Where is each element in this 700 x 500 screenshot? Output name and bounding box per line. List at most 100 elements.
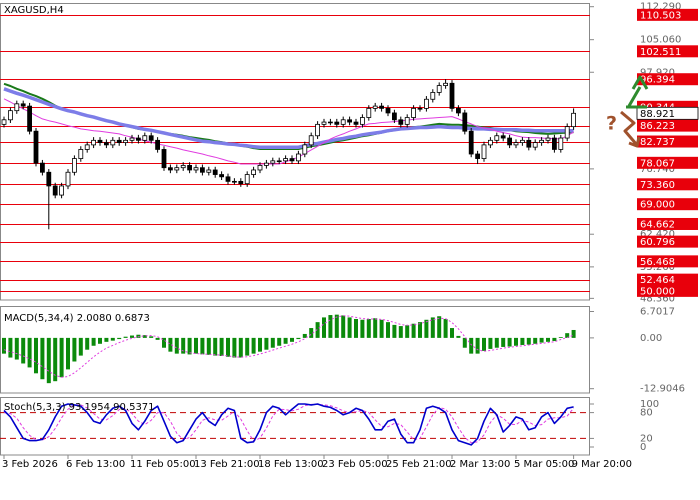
level-label: 64.662 xyxy=(640,219,675,230)
candle-body xyxy=(334,121,340,125)
candle-body xyxy=(494,135,500,141)
macd-bar xyxy=(117,337,122,340)
macd-bar xyxy=(507,337,512,347)
macd-bar xyxy=(40,337,45,380)
x-tick-label: 23 Feb 05:00 xyxy=(322,459,388,470)
macd-title: MACD(5,34,4) 2.0080 0.6873 xyxy=(4,313,150,324)
candle-body xyxy=(65,171,71,187)
macd-bar xyxy=(194,337,198,354)
macd-bar xyxy=(232,337,237,358)
macd-bar xyxy=(91,337,96,346)
candle-body xyxy=(238,180,244,185)
candle-body xyxy=(475,153,481,159)
candle-body xyxy=(212,169,218,175)
macd-bar xyxy=(155,337,160,340)
candle-body xyxy=(564,126,570,139)
y-tick-label: 0.00 xyxy=(640,333,662,344)
y-tick-label: 105.060 xyxy=(640,35,681,46)
level-label-box xyxy=(637,45,698,58)
macd-bar xyxy=(469,337,474,354)
macd-bar xyxy=(213,337,218,356)
x-tick-label: 9 Mar 20:00 xyxy=(572,459,632,470)
candle-body xyxy=(308,135,314,146)
y-tick-label: -12.9046 xyxy=(640,384,685,395)
macd-bar xyxy=(270,337,275,348)
candle-body xyxy=(391,112,397,121)
macd-bar xyxy=(450,328,454,338)
macd-bar xyxy=(354,318,358,338)
candle-body xyxy=(295,153,301,162)
candle-body xyxy=(500,135,506,139)
candle-body xyxy=(513,142,519,146)
candle-body xyxy=(539,139,544,144)
candle-body xyxy=(129,137,135,141)
y-tick-label: 0 xyxy=(640,442,646,453)
down-arrow xyxy=(620,110,641,148)
candle-body xyxy=(462,112,468,132)
candle-body xyxy=(417,107,423,110)
macd-bar xyxy=(59,337,64,378)
macd-bar xyxy=(264,337,269,350)
level-label-box xyxy=(637,135,698,148)
candle-body xyxy=(257,165,263,171)
stoch-plot xyxy=(0,403,590,446)
level-label: 73.360 xyxy=(640,180,675,191)
candle-body xyxy=(455,107,461,114)
candle-body xyxy=(91,139,96,146)
x-tick-label: 3 Feb 2026 xyxy=(2,459,58,470)
candle-body xyxy=(72,158,77,173)
candle-body xyxy=(315,123,321,137)
candle-body xyxy=(78,149,84,159)
current-price-box xyxy=(636,106,699,120)
macd-bar xyxy=(437,316,442,338)
candle-body xyxy=(225,176,231,182)
macd-bar xyxy=(546,337,550,342)
macd-bar xyxy=(405,325,410,338)
candle-body xyxy=(558,137,564,150)
candle-body xyxy=(347,119,353,123)
macd-bar xyxy=(21,337,26,364)
level-label-box xyxy=(637,255,698,268)
macd-bar xyxy=(238,337,243,358)
macd-bar xyxy=(373,318,378,338)
macd-bar xyxy=(526,337,531,345)
macd-bar xyxy=(27,337,32,368)
candle-body xyxy=(14,103,20,112)
candle-body xyxy=(231,180,237,183)
chart-title: XAGUSD,H4 xyxy=(4,5,64,16)
y-tick-label: 112.290 xyxy=(640,2,681,13)
candle-body xyxy=(270,160,276,164)
level-label-box xyxy=(637,156,698,169)
candle-body xyxy=(123,139,128,144)
macd-bar xyxy=(475,337,480,354)
macd-bar xyxy=(2,337,6,354)
level-label: 52.464 xyxy=(640,275,675,286)
y-tick-label: 6.7017 xyxy=(640,307,675,318)
candle-body xyxy=(385,107,391,114)
level-label: 50.000 xyxy=(640,286,675,297)
macd-bar xyxy=(66,337,70,370)
candle-body xyxy=(27,105,33,132)
x-tick-label: 11 Feb 05:00 xyxy=(130,459,196,470)
main-plot xyxy=(0,15,590,292)
macd-bar xyxy=(219,337,224,356)
moving-average xyxy=(3,98,574,165)
candle-body xyxy=(276,160,282,163)
macd-bar xyxy=(514,337,518,346)
candle-body xyxy=(302,144,308,155)
y-tick-label: 48.360 xyxy=(640,293,675,304)
macd-bar xyxy=(123,336,128,338)
macd-bar xyxy=(386,322,390,338)
candle-body xyxy=(468,130,474,155)
level-label-box xyxy=(637,273,698,286)
macd-bar xyxy=(539,337,544,343)
candle-body xyxy=(219,174,225,178)
current-price-label: 88.921 xyxy=(640,109,675,120)
macd-bar xyxy=(200,337,205,355)
macd-bar xyxy=(334,314,339,338)
level-label-box xyxy=(637,198,698,211)
macd-bar xyxy=(309,328,314,338)
annotation: ? xyxy=(606,113,617,135)
x-tick-label: 2 Mar 13:00 xyxy=(450,459,510,470)
